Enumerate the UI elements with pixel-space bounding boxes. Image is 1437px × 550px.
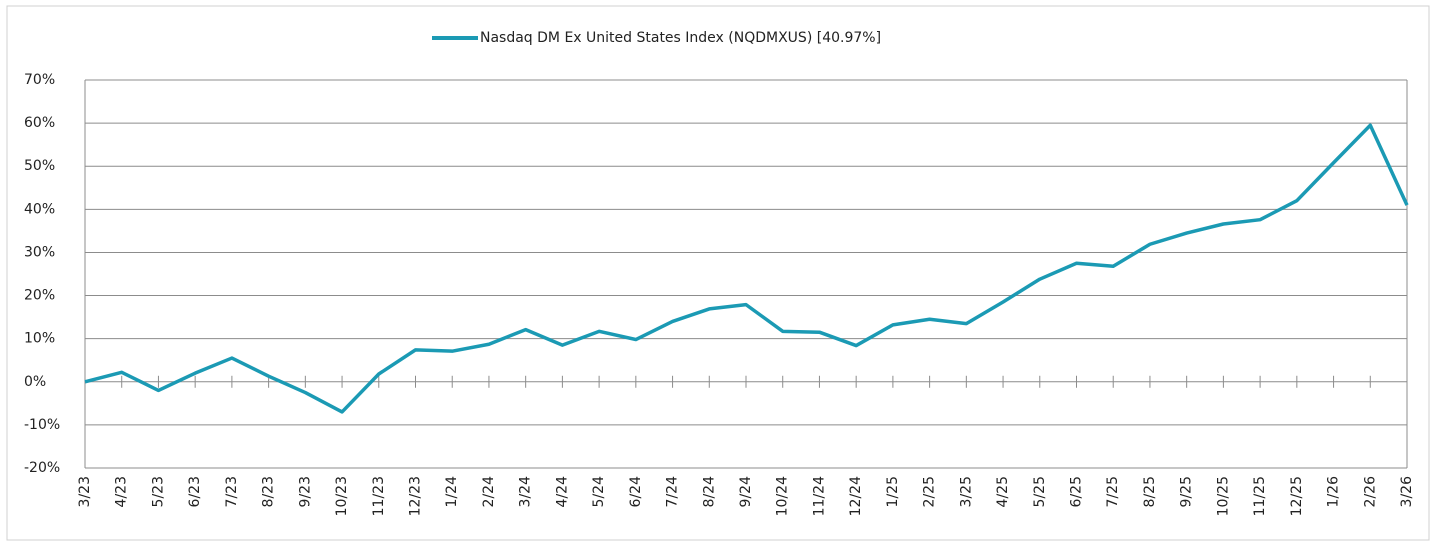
y-tick-label: 0% bbox=[24, 374, 46, 390]
y-tick-label: 70% bbox=[24, 72, 55, 88]
x-tick-label: 7/24 bbox=[665, 476, 681, 508]
x-tick-label: 2/26 bbox=[1362, 476, 1378, 508]
x-tick-label: 1/24 bbox=[444, 476, 460, 508]
x-tick-label: 2/24 bbox=[481, 476, 497, 508]
x-tick-label: 10/23 bbox=[334, 476, 350, 516]
x-tick-label: 3/24 bbox=[518, 476, 534, 508]
x-tick-label: 3/23 bbox=[77, 476, 93, 507]
x-tick-label: 2/25 bbox=[922, 476, 938, 507]
x-tick-label: 7/25 bbox=[1105, 476, 1121, 507]
y-tick-label: 60% bbox=[24, 115, 55, 131]
x-tick-label: 3/25 bbox=[958, 476, 974, 507]
x-tick-label: 6/23 bbox=[187, 476, 203, 507]
y-tick-label: 40% bbox=[24, 201, 55, 217]
y-tick-label: 30% bbox=[24, 244, 55, 260]
x-tick-label: 11/23 bbox=[371, 476, 387, 516]
legend-label: Nasdaq DM Ex United States Index (NQDMXU… bbox=[480, 30, 881, 46]
line bbox=[84, 123, 1409, 414]
x-tick-label: 5/23 bbox=[150, 476, 166, 507]
x-tick-label: 3/26 bbox=[1399, 476, 1415, 508]
x-tick-label: 12/24 bbox=[848, 476, 864, 516]
x-tick-label: 6/25 bbox=[1069, 476, 1085, 507]
x-tick-label: 7/23 bbox=[224, 476, 240, 507]
x-tick-label: 12/25 bbox=[1289, 476, 1305, 516]
x-tick-label: 4/24 bbox=[554, 476, 570, 508]
frame bbox=[6, 5, 1430, 541]
x-tick-label: 8/24 bbox=[701, 476, 717, 508]
y-tick-label: 50% bbox=[24, 158, 55, 174]
x-tick-label: 11/24 bbox=[811, 476, 827, 516]
x-tick-label: 9/23 bbox=[297, 476, 313, 507]
y-tick-label: -10% bbox=[24, 417, 60, 433]
x-tick-label: 9/25 bbox=[1179, 476, 1195, 507]
x-tick-label: 9/24 bbox=[738, 476, 754, 508]
y-tick-label: -20% bbox=[24, 460, 60, 476]
x-tick-label: 6/24 bbox=[628, 476, 644, 508]
x-tick-label: 4/25 bbox=[995, 476, 1011, 507]
x-tick-label: 8/23 bbox=[261, 476, 277, 507]
x-tick-label: 5/25 bbox=[1032, 476, 1048, 507]
x-tick-label: 5/24 bbox=[591, 476, 607, 508]
x-tick-label: 1/25 bbox=[885, 476, 901, 507]
x-tick-label: 12/23 bbox=[408, 476, 424, 516]
x-tick-label: 11/25 bbox=[1252, 476, 1268, 516]
x-tick-label: 10/24 bbox=[775, 476, 791, 516]
x-tick-label: 1/26 bbox=[1326, 476, 1342, 508]
x-tick-label: 8/25 bbox=[1142, 476, 1158, 507]
x-tick-label: 10/25 bbox=[1215, 476, 1231, 516]
y-tick-label: 10% bbox=[24, 331, 55, 347]
x-tick-label: 4/23 bbox=[114, 476, 130, 507]
y-tick-label: 20% bbox=[24, 288, 55, 304]
